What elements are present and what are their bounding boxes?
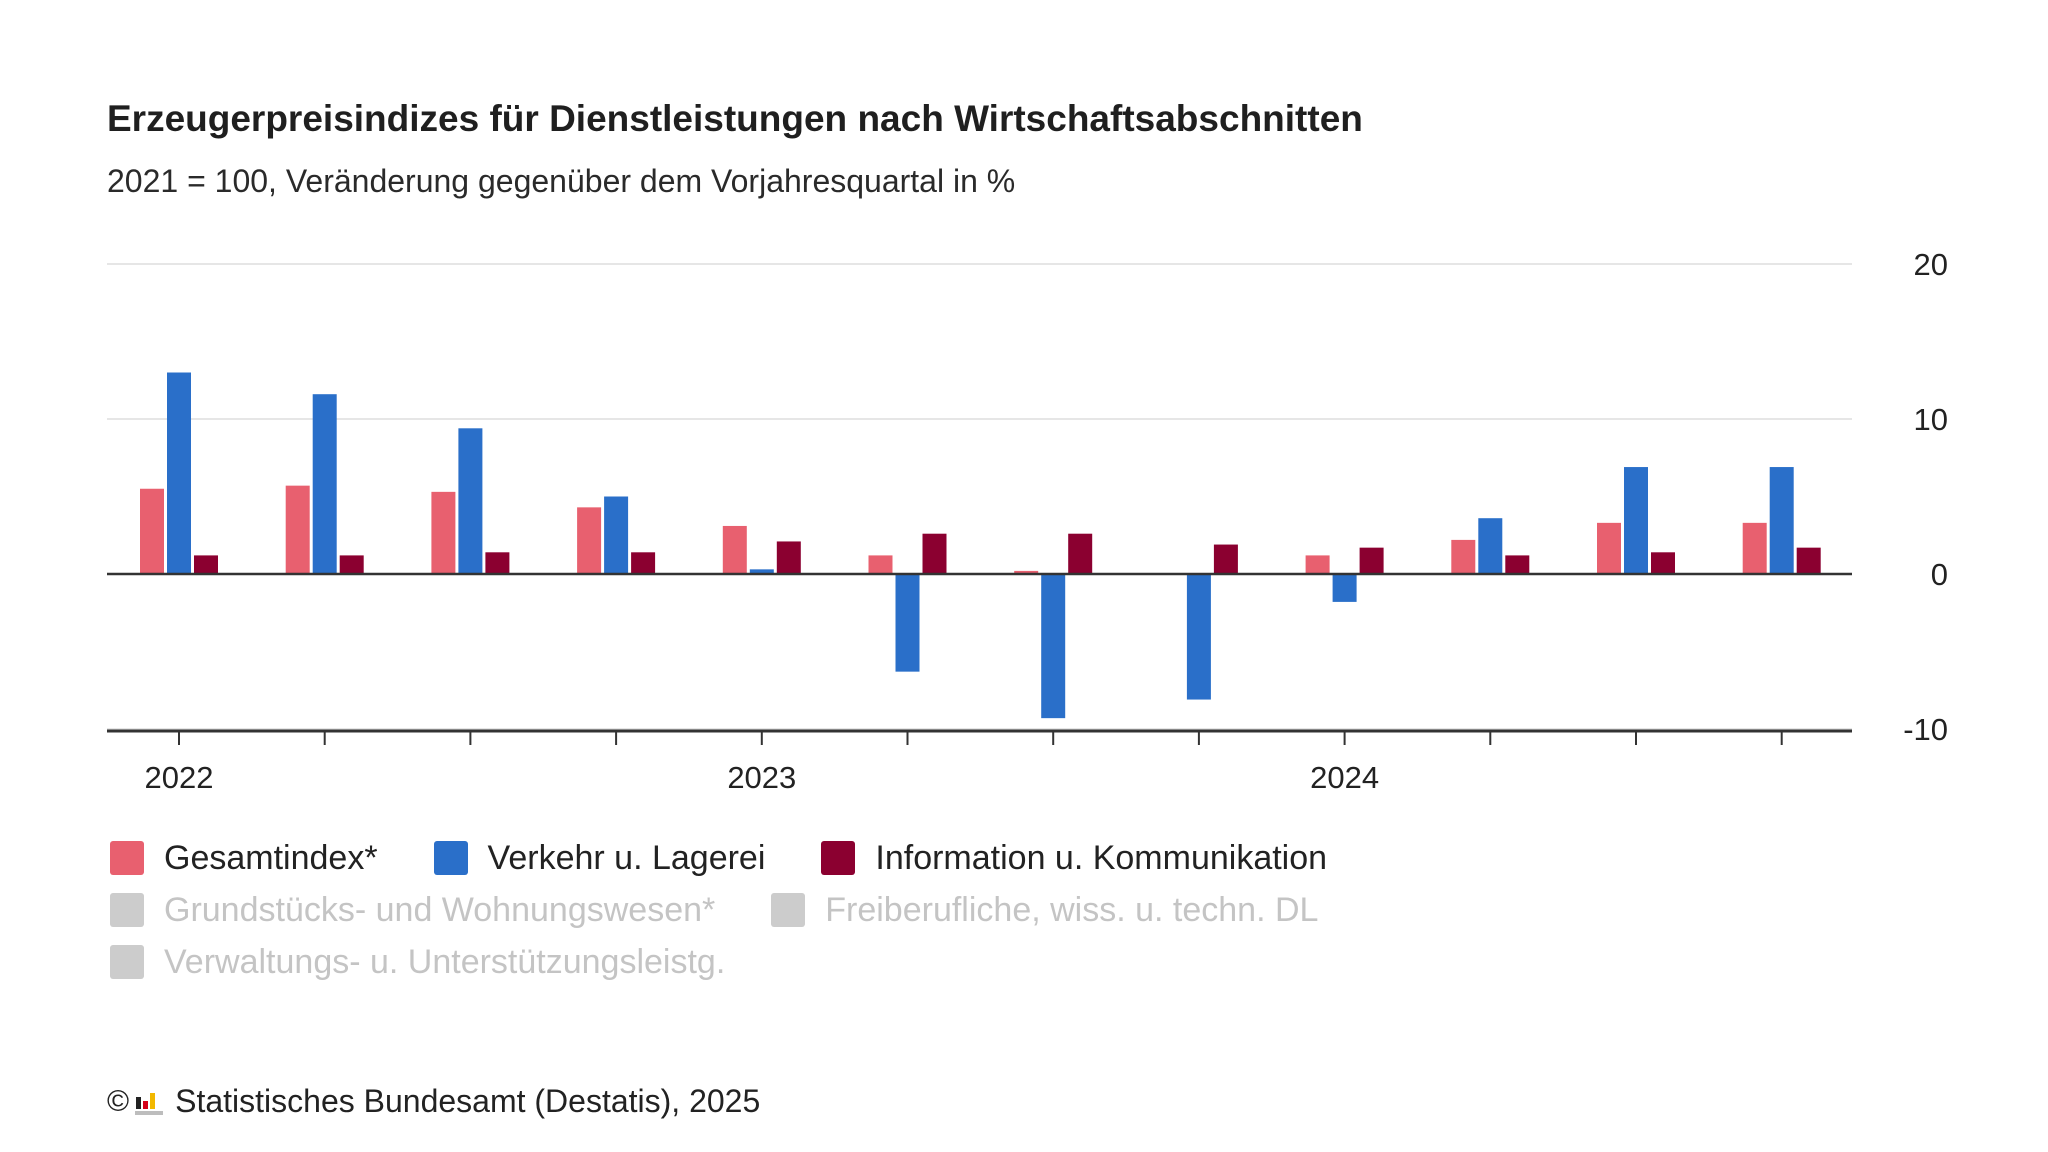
bar-verkehr[interactable] [749,569,774,574]
chart-subtitle: 2021 = 100, Veränderung gegenüber dem Vo… [107,163,1016,199]
bar-verkehr[interactable] [1041,574,1066,719]
chart-title: Erzeugerpreisindizes für Dienstleistunge… [107,98,1363,139]
copyright-icon: © [107,1084,130,1118]
bar-information[interactable] [1796,547,1821,574]
legend-item-verwaltungs[interactable]: Verwaltungs- u. Unterstützungsleistg. [110,943,725,982]
x-tick-label: 2024 [1310,760,1379,795]
legend-swatch [433,841,468,875]
legend-item-grundstuecks[interactable]: Grundstücks- und Wohnungswesen* [110,891,715,930]
y-tick-label: 0 [1931,557,1948,592]
legend-swatch [821,841,856,875]
y-tick-label: -10 [1903,712,1948,747]
legend-label: Grundstücks- und Wohnungswesen* [164,890,716,929]
bar-information[interactable] [1505,555,1530,574]
legend-label: Freiberufliche, wiss. u. techn. DL [825,890,1319,929]
bar-information[interactable] [1213,544,1238,574]
legend-swatch [110,841,144,875]
bar-verkehr[interactable] [167,372,191,575]
bar-gesamtindex[interactable] [1451,539,1476,574]
bar-information[interactable] [1068,533,1093,574]
bar-gesamtindex[interactable] [140,488,164,574]
bar-gesamtindex[interactable] [431,491,456,574]
source-text: Statistisches Bundesamt (Destatis), 2025 [175,1083,761,1119]
bar-verkehr[interactable] [1332,574,1357,602]
bar-gesamtindex[interactable] [285,485,310,574]
legend-item-freiberufliche[interactable]: Freiberufliche, wiss. u. techn. DL [771,891,1318,930]
bar-verkehr[interactable] [1478,518,1503,574]
bar-gesamtindex[interactable] [868,555,893,574]
bar-gesamtindex[interactable] [577,507,602,574]
bars-layer [140,372,1821,719]
bar-gesamtindex[interactable] [1014,570,1039,574]
bar-information[interactable] [1359,547,1384,574]
bar-information[interactable] [194,555,218,574]
y-tick-label: 10 [1914,402,1948,437]
grid-layer [107,263,1852,730]
legend-item-verkehr[interactable]: Verkehr u. Lagerei [433,838,766,878]
y-tick-label: 20 [1914,247,1948,282]
legend-swatch [771,893,806,927]
legend-label: Information u. Kommunikation [875,838,1328,877]
legend-item-information[interactable]: Information u. Kommunikation [821,839,1327,878]
bar-verkehr[interactable] [1769,467,1794,574]
bar-information[interactable] [776,541,801,574]
legend-label: Verkehr u. Lagerei [487,838,766,877]
legend-row-2: Grundstücks- und Wohnungswesen* Freiberu… [110,884,1610,936]
bar-verkehr[interactable] [1186,574,1211,700]
x-tick-label: 2022 [145,760,214,795]
axis-layer: 20 10 0 -10 2022 2023 2024 [107,247,1948,795]
bar-gesamtindex[interactable] [1597,522,1621,574]
bar-gesamtindex[interactable] [1742,522,1767,574]
bar-information[interactable] [631,552,656,574]
legend: Gesamtindex* Verkehr u. Lagerei Informat… [110,832,1610,988]
legend-label: Gesamtindex* [164,838,378,877]
x-tick-label: 2023 [727,760,796,795]
bar-information[interactable] [339,555,364,574]
legend-label: Verwaltungs- u. Unterstützungsleistg. [164,942,726,981]
legend-swatch [110,945,144,979]
bar-verkehr[interactable] [1624,467,1648,574]
bar-verkehr[interactable] [895,574,920,672]
bar-chart: 20 10 0 -10 2022 2023 2024 [107,247,1948,795]
bar-verkehr[interactable] [458,428,483,574]
legend-swatch [110,893,144,927]
bar-information[interactable] [1651,552,1675,574]
bar-gesamtindex[interactable] [722,525,747,574]
bar-gesamtindex[interactable] [1305,555,1330,574]
bar-verkehr[interactable] [312,394,337,574]
bar-information[interactable] [922,533,947,574]
destatis-logo-icon [135,1089,164,1115]
bar-information[interactable] [485,552,510,574]
legend-row-1: Gesamtindex* Verkehr u. Lagerei Informat… [110,832,1610,884]
bar-verkehr[interactable] [604,496,629,575]
legend-row-3: Verwaltungs- u. Unterstützungsleistg. [110,936,1610,988]
source-footer: © Statistisches Bundesamt (Destatis), 20… [107,1083,760,1120]
legend-item-gesamtindex[interactable]: Gesamtindex* [110,839,378,878]
